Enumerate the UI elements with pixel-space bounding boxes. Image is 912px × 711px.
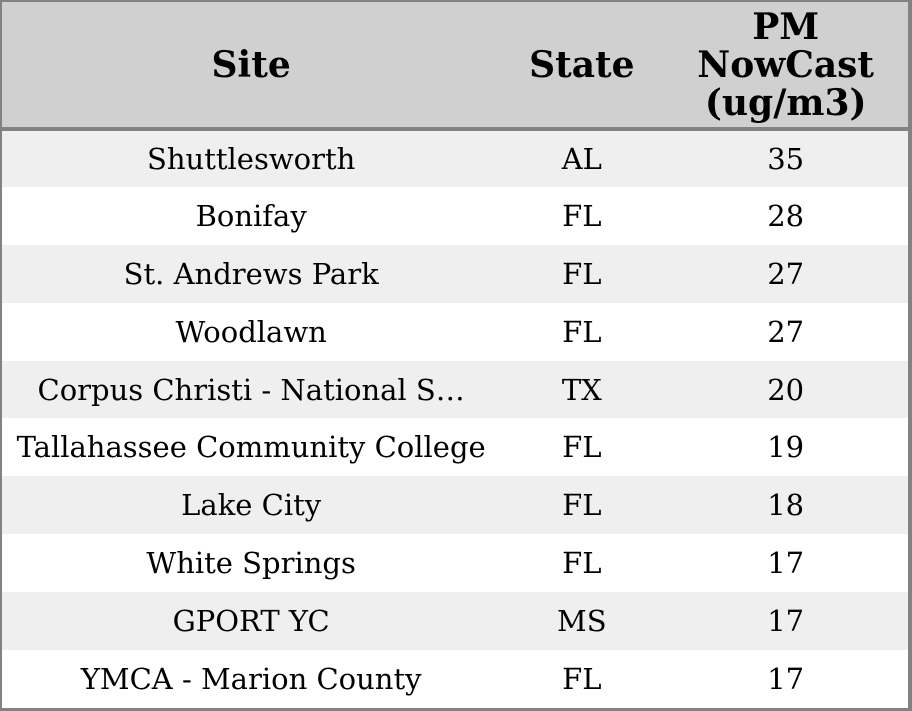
state-cell: FL: [562, 198, 602, 233]
table-row: Tallahassee Community College FL 19: [2, 418, 908, 477]
site-cell: Lake City: [181, 488, 322, 523]
state-cell: MS: [557, 604, 607, 639]
state-cell: FL: [562, 430, 602, 465]
value-cell: 27: [767, 314, 805, 349]
table-row: Bonifay FL 28: [2, 186, 908, 245]
site-cell: Woodlawn: [175, 314, 327, 349]
table-row: Lake City FL 18: [2, 476, 908, 535]
state-cell: FL: [562, 314, 602, 349]
site-cell: GPORT YC: [172, 604, 330, 639]
table-row: White Springs FL 17: [2, 534, 908, 593]
table-row: YMCA - Marion County FL 17: [2, 650, 908, 708]
site-cell: Bonifay: [195, 198, 307, 233]
table-row: Corpus Christi - National S… TX 20: [2, 360, 908, 419]
value-cell: 19: [767, 430, 805, 465]
table-row: St. Andrews Park FL 27: [2, 244, 908, 303]
site-cell: White Springs: [146, 546, 356, 581]
table-row: Shuttlesworth AL 35: [2, 129, 908, 187]
column-header-pm-nowcast: PM NowCast (ug/m3): [663, 2, 908, 131]
site-cell: Tallahassee Community College: [16, 430, 486, 465]
value-cell: 17: [767, 604, 805, 639]
table-body: Shuttlesworth AL 35 Bonifay FL 28 St. Andrews …: [2, 129, 908, 708]
value-cell: 20: [767, 372, 805, 407]
site-cell: Corpus Christi - National S…: [37, 372, 465, 407]
table-header: Site State PM NowCast (ug/m3): [2, 2, 908, 131]
value-cell: 17: [767, 546, 805, 581]
value-cell: 17: [767, 662, 805, 696]
table-row: GPORT YC MS 17: [2, 592, 908, 651]
value-cell: 28: [767, 198, 805, 233]
column-header-state: State: [500, 2, 664, 131]
state-cell: AL: [561, 141, 602, 176]
state-cell: TX: [561, 372, 602, 407]
column-header-site: Site: [2, 2, 501, 131]
site-cell: YMCA - Marion County: [80, 662, 422, 696]
state-cell: FL: [562, 488, 602, 523]
value-cell: 35: [767, 141, 805, 176]
value-cell: 27: [767, 256, 805, 291]
table-row: Woodlawn FL 27: [2, 302, 908, 361]
state-cell: FL: [562, 256, 602, 291]
site-cell: Shuttlesworth: [146, 141, 356, 176]
state-cell: FL: [562, 662, 602, 696]
state-cell: FL: [562, 546, 602, 581]
site-cell: St. Andrews Park: [123, 256, 379, 291]
header-row: Site State PM NowCast (ug/m3): [2, 2, 908, 131]
value-cell: 18: [767, 488, 805, 523]
